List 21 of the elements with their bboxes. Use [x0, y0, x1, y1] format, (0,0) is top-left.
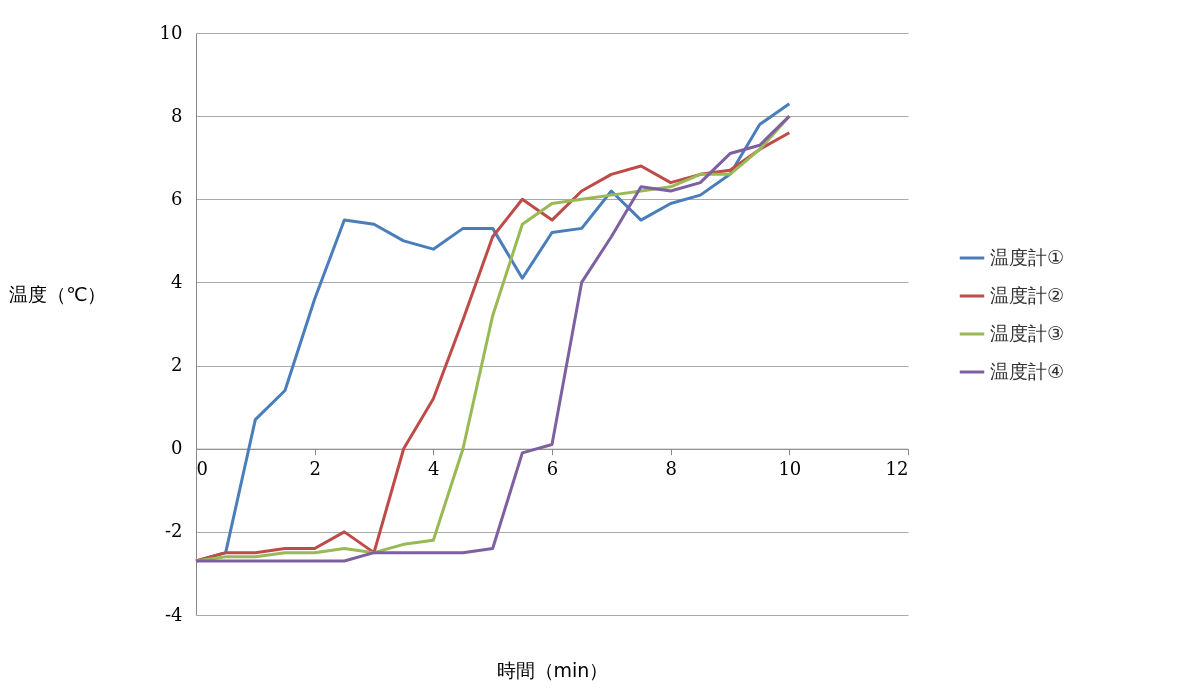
legend-label: 温度計③ [990, 322, 1065, 344]
legend-label: 温度計④ [990, 360, 1065, 382]
legend-label: 温度計② [990, 284, 1065, 306]
x-tick-label: 0 [196, 458, 208, 480]
y-tick-label: 0 [171, 437, 183, 459]
legend-label: 温度計① [990, 246, 1065, 268]
x-tick-label: 6 [546, 458, 559, 480]
x-tick-label: 2 [309, 458, 321, 480]
y-tick-label: 4 [171, 270, 183, 292]
y-tick-label: 10 [159, 21, 183, 43]
x-tick-label: 4 [428, 458, 440, 480]
x-axis-title: 時間（min） [496, 658, 609, 681]
x-tick-label: 12 [885, 458, 909, 480]
y-tick-label: -2 [164, 520, 183, 542]
x-tick-label: 10 [778, 458, 802, 480]
y-tick-label: -4 [164, 603, 183, 625]
y-axis-title: 温度（℃） [9, 282, 107, 305]
y-tick-label: 6 [171, 187, 183, 209]
y-tick-label: 2 [171, 354, 183, 376]
x-tick-label: 8 [665, 458, 677, 480]
y-tick-label: 8 [171, 104, 183, 126]
